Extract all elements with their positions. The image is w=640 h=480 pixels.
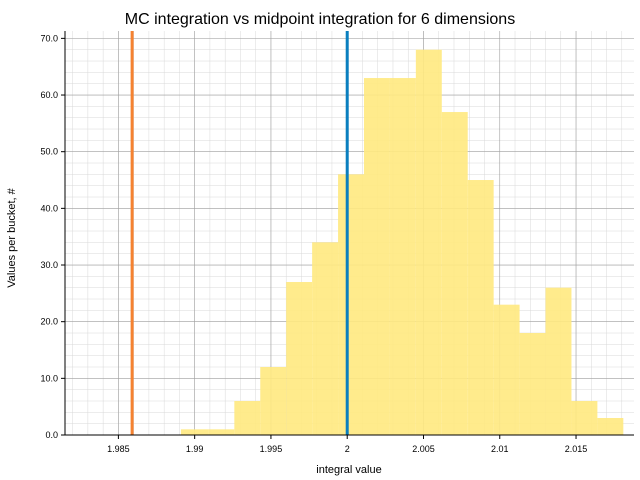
histogram-bar (597, 418, 624, 435)
y-tick-label: 30.0 (40, 260, 58, 270)
histogram-bar (571, 401, 598, 435)
histogram-bar (180, 429, 209, 435)
x-tick-label: 2 (345, 444, 350, 454)
x-tick-label: 2.005 (412, 444, 435, 454)
x-tick-label: 1.99 (186, 444, 204, 454)
histogram-bars (180, 49, 624, 436)
y-axis-label: Values per bucket, # (6, 187, 18, 287)
histogram-bar (260, 367, 287, 435)
histogram-bar (363, 78, 390, 435)
reference-lines (130, 31, 349, 435)
histogram-bar (234, 401, 261, 435)
y-tick-label: 10.0 (40, 373, 58, 383)
x-axis-label: integral value (316, 464, 381, 476)
histogram-bar (338, 174, 364, 435)
y-tick-label: 50.0 (40, 147, 58, 157)
y-tick-label: 20.0 (40, 317, 58, 327)
x-tick-label: 2.01 (491, 444, 509, 454)
chart-title: MC integration vs midpoint integration f… (125, 11, 515, 28)
histogram-bar (389, 78, 416, 435)
x-tick-label: 2.015 (565, 444, 588, 454)
y-ticks: 0.0 10.0 20.0 30.0 40.0 50.0 60.0 70.0 (40, 33, 65, 440)
histogram-bar (493, 304, 520, 435)
histogram-bar (415, 49, 442, 435)
y-tick-label: 0.0 (45, 430, 58, 440)
histogram-bar (286, 282, 313, 435)
histogram-bar (441, 112, 468, 436)
histogram-bar (545, 287, 572, 435)
histogram-bar (519, 333, 546, 435)
x-tick-label: 1.995 (260, 444, 283, 454)
y-tick-label: 40.0 (40, 203, 58, 213)
axes (64, 31, 634, 436)
histogram-bar (312, 242, 339, 435)
y-tick-label: 60.0 (40, 90, 58, 100)
histogram-bar (208, 429, 235, 435)
histogram-bar (467, 180, 494, 435)
y-tick-label: 70.0 (40, 33, 58, 43)
x-tick-label: 1.985 (107, 444, 130, 454)
x-ticks: 1.985 1.99 1.995 2 2.005 2.01 2.015 (107, 435, 587, 454)
